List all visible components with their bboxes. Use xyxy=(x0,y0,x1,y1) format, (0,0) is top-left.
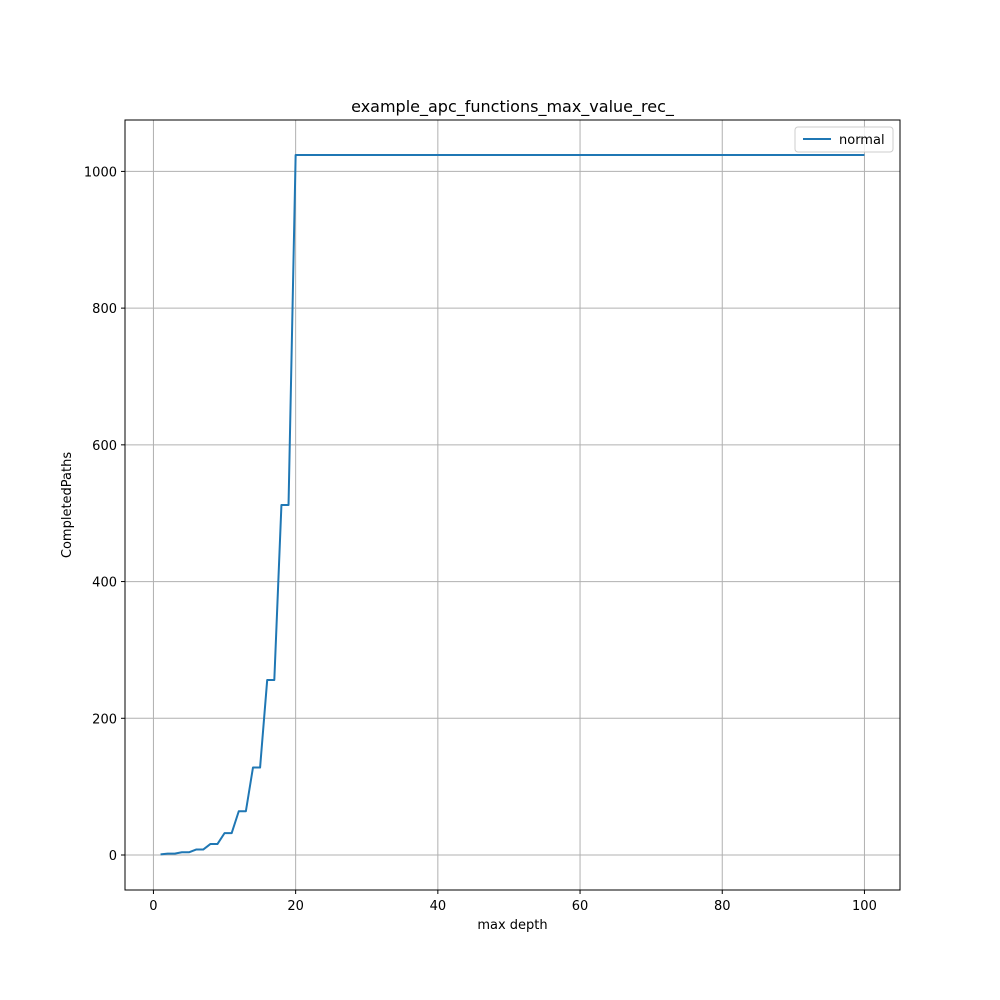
series-line-normal xyxy=(160,154,865,856)
y-tick-label: 1000 xyxy=(84,165,117,180)
plot-frame xyxy=(124,119,901,891)
x-tick-label: 20 xyxy=(287,899,304,914)
x-axis-label: max depth xyxy=(477,918,547,933)
y-tick-label: 800 xyxy=(92,302,117,317)
y-tick-label: 400 xyxy=(92,576,117,591)
x-tick-label: 60 xyxy=(572,899,589,914)
x-tick-label: 80 xyxy=(714,899,731,914)
x-tick-label: 100 xyxy=(852,899,877,914)
plot-area xyxy=(160,154,865,856)
x-tick-label: 40 xyxy=(430,899,447,914)
y-tick-label: 0 xyxy=(109,849,117,864)
legend: normal xyxy=(794,126,894,153)
legend-label-normal: normal xyxy=(839,133,885,148)
chart-title: example_apc_functions_max_value_rec_ xyxy=(351,97,675,117)
x-tick-label: 0 xyxy=(149,899,157,914)
grid-lines xyxy=(125,120,900,890)
legend-box xyxy=(794,126,894,153)
y-tick-label: 600 xyxy=(92,439,117,454)
y-axis-label: CompletedPaths xyxy=(60,452,75,558)
y-tick-label: 200 xyxy=(92,712,117,727)
